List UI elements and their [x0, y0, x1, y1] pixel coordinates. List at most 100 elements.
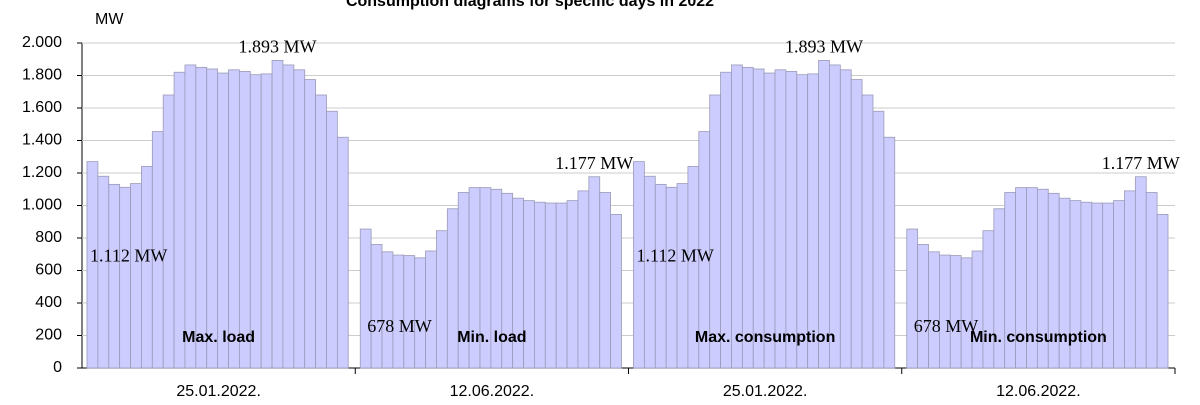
bar	[403, 255, 416, 369]
bar	[97, 175, 110, 369]
bar	[850, 79, 863, 369]
bar	[1145, 192, 1158, 369]
bar	[676, 183, 689, 369]
bar	[883, 136, 896, 369]
value-label: 1.112 MW	[637, 245, 714, 265]
bar	[238, 71, 251, 369]
bar	[818, 59, 830, 369]
group-label: Max. load	[182, 329, 255, 346]
bar	[599, 192, 612, 369]
y-tick-label: 600	[35, 262, 62, 279]
bar	[829, 64, 841, 369]
bar	[108, 183, 121, 369]
bar	[861, 94, 874, 369]
bar	[260, 73, 273, 369]
bar	[271, 59, 284, 369]
x-tick-label: 25.01.2022.	[723, 383, 808, 400]
value-label: 1.112 MW	[90, 245, 167, 265]
y-tick-label: 1.200	[22, 164, 62, 181]
bar	[949, 255, 962, 369]
value-label: 1.893 MW	[238, 37, 316, 57]
bar	[1134, 176, 1147, 369]
bar	[315, 94, 327, 369]
bar	[566, 200, 579, 369]
bar	[796, 74, 809, 369]
bar	[939, 254, 951, 369]
group-label: Max. consumption	[695, 329, 835, 346]
y-tick-label: 2.000	[22, 34, 62, 51]
bar	[807, 73, 819, 369]
group-label: Min. consumption	[970, 329, 1107, 346]
bar	[195, 66, 208, 369]
bar	[872, 110, 885, 369]
bar	[359, 228, 372, 369]
bar	[130, 183, 142, 369]
bar	[414, 257, 426, 369]
y-tick-label: 1.400	[22, 132, 62, 149]
bar	[577, 190, 590, 369]
bar	[917, 244, 929, 369]
bar	[785, 71, 798, 369]
x-tick-label: 12.06.2022.	[996, 383, 1081, 400]
bar	[610, 214, 622, 369]
bar	[928, 251, 940, 369]
bar	[731, 64, 743, 369]
bar	[436, 230, 448, 369]
bar	[654, 183, 667, 369]
bar	[709, 94, 721, 369]
bar	[425, 250, 437, 369]
bar	[1113, 200, 1125, 369]
bar	[534, 201, 546, 369]
y-axis-label: MW	[95, 11, 124, 28]
bar	[184, 64, 197, 369]
bar	[839, 69, 852, 369]
bar	[1124, 190, 1136, 369]
y-tick-label: 1.600	[22, 99, 62, 116]
y-tick-label: 800	[35, 229, 62, 246]
bar	[665, 186, 678, 369]
bar	[119, 186, 131, 369]
value-label: 1.893 MW	[785, 37, 863, 57]
bar	[370, 244, 383, 369]
chart-title: Consumption diagrams for specific days i…	[346, 0, 714, 10]
bar	[752, 68, 765, 369]
bar	[971, 250, 984, 369]
bar	[336, 136, 349, 369]
bar	[228, 69, 240, 369]
bar	[162, 94, 175, 369]
x-tick-label: 12.06.2022.	[450, 383, 535, 400]
value-label: 678 MW	[367, 316, 432, 336]
bar	[588, 176, 601, 369]
bar	[741, 66, 754, 369]
y-tick-label: 0	[53, 359, 62, 376]
bar	[141, 166, 153, 369]
bar	[173, 71, 186, 369]
y-tick-label: 400	[35, 294, 62, 311]
bar	[392, 254, 405, 369]
y-tick-label: 1.000	[22, 197, 62, 214]
bar	[381, 251, 394, 369]
bar	[960, 257, 973, 369]
bar	[326, 110, 338, 369]
bar	[1156, 214, 1169, 369]
bar	[217, 72, 229, 369]
value-label: 678 MW	[914, 316, 979, 336]
bar	[720, 71, 732, 369]
bar	[304, 79, 316, 369]
x-tick-label: 25.01.2022.	[176, 383, 261, 400]
bar	[774, 69, 787, 369]
value-label: 1.177 MW	[555, 153, 633, 173]
bar	[293, 69, 306, 369]
bar	[643, 175, 656, 369]
group-label: Min. load	[457, 329, 526, 346]
y-tick-label: 200	[35, 327, 62, 344]
y-tick-label: 1.800	[22, 67, 62, 84]
value-label: 1.177 MW	[1102, 153, 1180, 173]
bar	[249, 74, 262, 369]
bar	[544, 202, 557, 369]
bar	[206, 68, 219, 369]
bar	[982, 230, 995, 369]
bar	[282, 64, 295, 369]
bar	[906, 228, 919, 369]
